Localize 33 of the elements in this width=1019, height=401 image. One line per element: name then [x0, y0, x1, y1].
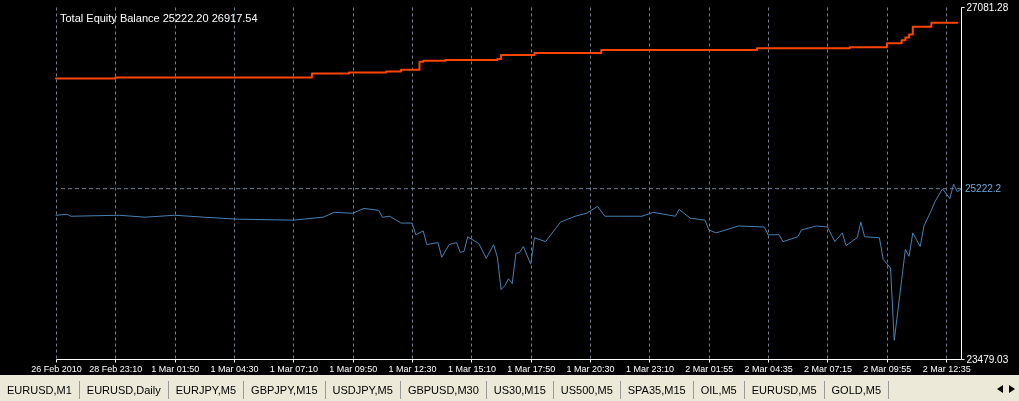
y-tick-label: 27081.28	[966, 1, 1009, 13]
x-tick-label: 1 Mar 07:10	[269, 363, 318, 374]
x-tick-label: 1 Mar 04:30	[210, 363, 259, 374]
x-tick-label: 1 Mar 15:10	[447, 363, 496, 374]
x-tick-label: 2 Mar 04:35	[744, 363, 793, 374]
text: GBPJPY,M15	[244, 381, 326, 399]
text: US500,M5	[553, 381, 621, 399]
x-tick-label: 1 Mar 17:50	[507, 363, 556, 374]
ref-line-label: 25222.2	[965, 182, 1002, 194]
x-tick-label: 1 Mar 23:10	[625, 363, 674, 374]
x-tick-label: 2 Mar 01:55	[685, 363, 734, 374]
x-tick-label: 1 Mar 01:50	[151, 363, 200, 374]
x-tick-label: 2 Mar 09:55	[863, 363, 912, 374]
text: EURUSD,M5	[744, 381, 825, 399]
text: GBPUSD,M30	[400, 381, 487, 399]
chart-title: Total Equity Balance 25222.20 26917.54	[60, 12, 258, 24]
text: EURUSD,Daily	[79, 381, 169, 399]
x-tick-label: 2 Mar 07:15	[803, 363, 852, 374]
text: GOLD,M5	[824, 381, 890, 399]
x-tick-label: 1 Mar 20:30	[566, 363, 615, 374]
x-tick-label: 1 Mar 12:30	[388, 363, 437, 374]
line-series	[55, 183, 962, 341]
y-tick-label: 23479.03	[966, 353, 1009, 365]
text: US30,M15	[486, 381, 554, 399]
x-tick-label: 28 Feb 23:10	[89, 363, 143, 374]
x-tick-label: 1 Mar 09:50	[329, 363, 378, 374]
text: EURUSD,M1	[0, 381, 80, 399]
text: OIL,M5	[693, 381, 745, 399]
text: USDJPY,M5	[325, 381, 401, 399]
x-tick-label: 26 Feb 2010	[31, 363, 82, 374]
text: EURJPY,M5	[168, 381, 245, 399]
x-tick-label: 2 Mar 12:35	[922, 363, 971, 374]
text: SPA35,M15	[620, 381, 694, 399]
